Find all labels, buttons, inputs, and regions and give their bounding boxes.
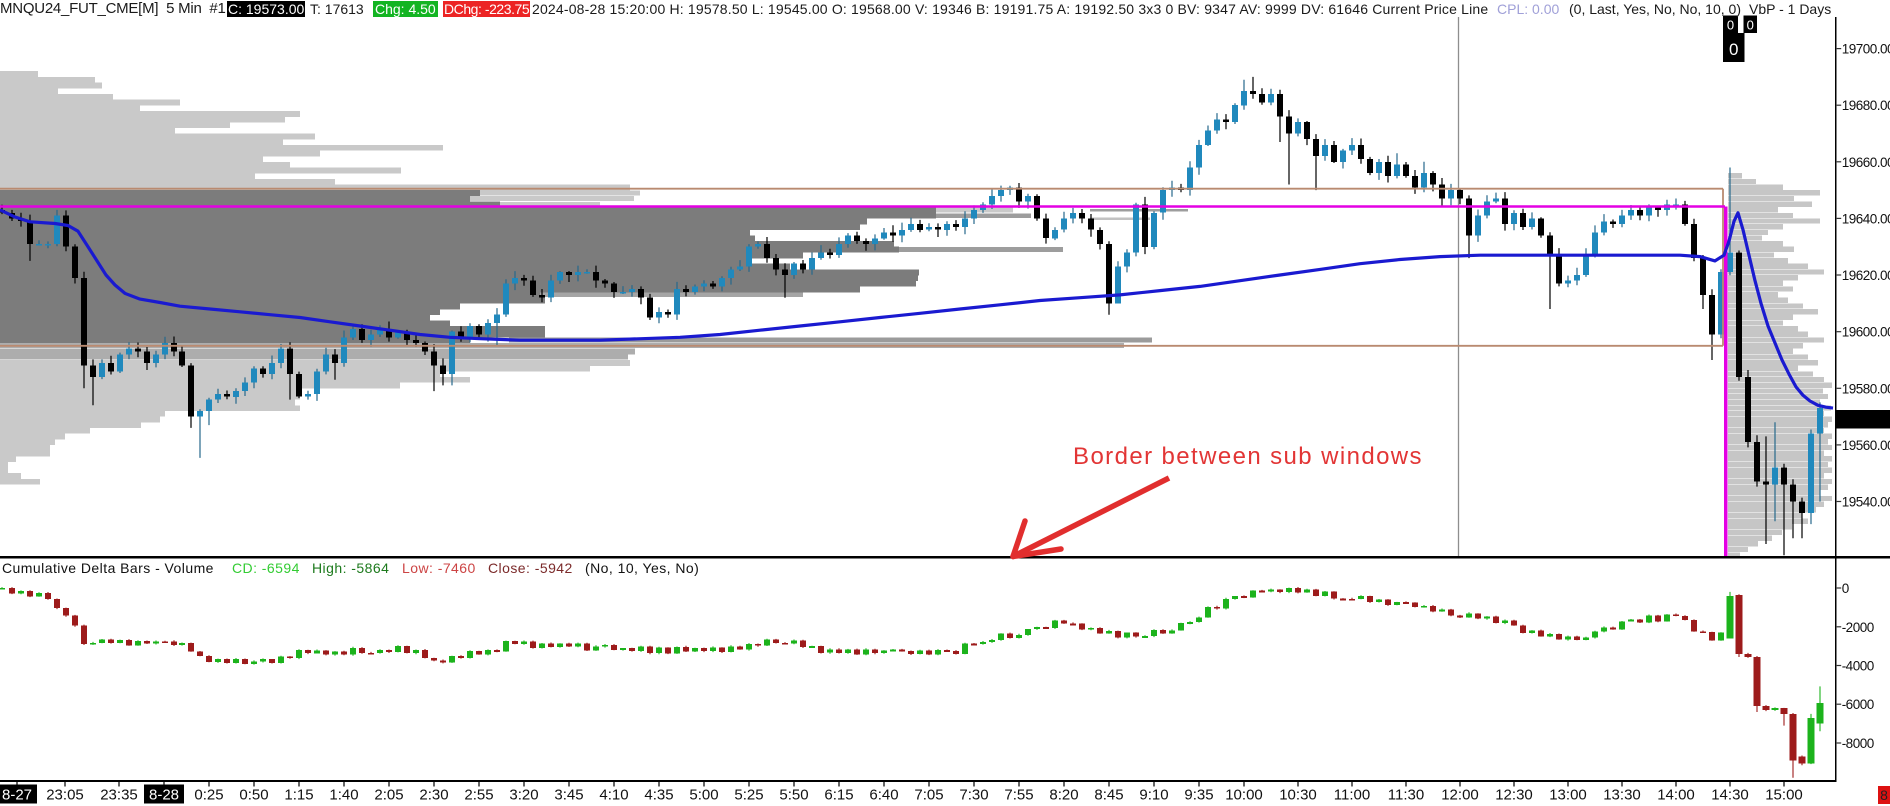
- svg-text:12:30: 12:30: [1495, 787, 1533, 804]
- svg-text:-4000: -4000: [1842, 659, 1874, 674]
- svg-text:9:35: 9:35: [1184, 787, 1213, 804]
- svg-text:0:50: 0:50: [239, 787, 268, 804]
- svg-text:19700.00: 19700.00: [1842, 42, 1890, 57]
- svg-text:2:55: 2:55: [464, 787, 493, 804]
- svg-text:0: 0: [1842, 581, 1849, 596]
- svg-text:9:10: 9:10: [1139, 787, 1168, 804]
- svg-text:-2000: -2000: [1842, 620, 1874, 635]
- svg-text:3:45: 3:45: [554, 787, 583, 804]
- svg-text:5:00: 5:00: [689, 787, 718, 804]
- svg-text:Border between sub windows: Border between sub windows: [1073, 443, 1423, 470]
- svg-text:0: 0: [1747, 18, 1754, 33]
- svg-text:23:05: 23:05: [46, 787, 84, 804]
- svg-text:8: 8: [1880, 787, 1888, 803]
- svg-text:13:30: 13:30: [1603, 787, 1641, 804]
- svg-text:8-27: 8-27: [2, 787, 32, 804]
- svg-text:19560.00: 19560.00: [1842, 438, 1890, 453]
- svg-text:4:10: 4:10: [599, 787, 628, 804]
- svg-text:-6000: -6000: [1842, 697, 1874, 712]
- svg-text:15:00: 15:00: [1765, 787, 1803, 804]
- svg-text:5:50: 5:50: [779, 787, 808, 804]
- svg-text:2:05: 2:05: [374, 787, 403, 804]
- svg-text:23:35: 23:35: [100, 787, 138, 804]
- svg-text:5:25: 5:25: [734, 787, 763, 804]
- svg-text:11:30: 11:30: [1388, 787, 1424, 804]
- svg-text:19580.00: 19580.00: [1842, 381, 1890, 396]
- svg-text:1:40: 1:40: [329, 787, 358, 804]
- svg-text:7:05: 7:05: [914, 787, 943, 804]
- svg-text:19680.00: 19680.00: [1842, 98, 1890, 113]
- svg-text:19640.00: 19640.00: [1842, 211, 1890, 226]
- svg-text:10:30: 10:30: [1279, 787, 1317, 804]
- svg-text:1:15: 1:15: [284, 787, 313, 804]
- svg-text:14:00: 14:00: [1657, 787, 1695, 804]
- svg-text:12:00: 12:00: [1441, 787, 1479, 804]
- svg-text:13:00: 13:00: [1549, 787, 1587, 804]
- svg-text:7:55: 7:55: [1004, 787, 1033, 804]
- svg-text:6:40: 6:40: [869, 787, 898, 804]
- svg-text:19620.00: 19620.00: [1842, 268, 1890, 283]
- svg-text:0: 0: [1729, 40, 1738, 59]
- svg-text:6:15: 6:15: [824, 787, 853, 804]
- svg-text:14:30: 14:30: [1711, 787, 1749, 804]
- svg-text:7:30: 7:30: [959, 787, 988, 804]
- svg-text:3:20: 3:20: [509, 787, 538, 804]
- svg-text:10:00: 10:00: [1225, 787, 1263, 804]
- svg-text:8-28: 8-28: [149, 787, 179, 804]
- svg-text:19600.00: 19600.00: [1842, 325, 1890, 340]
- svg-text:2:30: 2:30: [419, 787, 448, 804]
- svg-text:0:25: 0:25: [194, 787, 223, 804]
- svg-text:19660.00: 19660.00: [1842, 155, 1890, 170]
- svg-text:-8000: -8000: [1842, 736, 1874, 751]
- svg-text:8:20: 8:20: [1049, 787, 1078, 804]
- svg-text:11:00: 11:00: [1334, 787, 1370, 804]
- svg-text:8:45: 8:45: [1094, 787, 1123, 804]
- svg-text:19540.00: 19540.00: [1842, 495, 1890, 510]
- svg-text:4:35: 4:35: [644, 787, 673, 804]
- svg-text:0: 0: [1727, 18, 1734, 33]
